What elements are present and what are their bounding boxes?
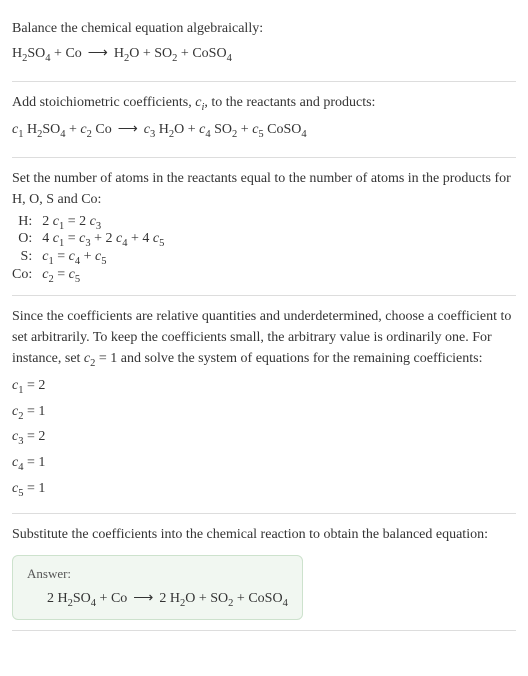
balance-row-h: H: 2 c1 = 2 c3 [12,214,164,232]
section-answer: Substitute the coefficients into the che… [12,514,516,631]
product-1: H2O [114,46,140,61]
answer-label: Answer: [27,566,288,582]
coef-c1: c1 = 2 [12,375,516,399]
atom-balance-title: Set the number of atoms in the reactants… [12,168,516,210]
section-solve: Since the coefficients are relative quan… [12,296,516,514]
problem-title: Balance the chemical equation algebraica… [12,18,516,39]
balance-row-s: S: c1 = c4 + c5 [12,249,164,267]
balanced-equation: 2 H2SO4 + Co⟶2 H2O + SO2 + CoSO4 [27,590,288,609]
coef-c5: c5 = 1 [12,478,516,502]
coef-c4: c4 = 1 [12,452,516,476]
reactant-2: Co [65,46,81,61]
coefficients-title: Add stoichiometric coefficients, ci, to … [12,92,516,116]
solve-title: Since the coefficients are relative quan… [12,306,516,372]
balance-row-co: Co: c2 = c5 [12,267,164,285]
section-atom-balance: Set the number of atoms in the reactants… [12,158,516,296]
answer-title: Substitute the coefficients into the che… [12,524,516,545]
reaction-arrow-icon: ⟶ [112,122,144,137]
reaction-arrow-icon: ⟶ [127,591,159,606]
product-3: CoSO4 [192,46,231,61]
coefficient-equation: c1 H2SO4 + c2 Co⟶c3 H2O + c4 SO2 + c5 Co… [12,119,516,143]
atom-balance-table: H: 2 c1 = 2 c3 O: 4 c1 = c3 + 2 c4 + 4 c… [12,214,164,285]
product-2: SO2 [154,46,177,61]
reaction-arrow-icon: ⟶ [82,46,114,61]
section-problem: Balance the chemical equation algebraica… [12,8,516,82]
section-coefficients: Add stoichiometric coefficients, ci, to … [12,82,516,158]
coef-c2: c2 = 1 [12,401,516,425]
reactant-1: H2SO4 [12,46,51,61]
balance-row-o: O: 4 c1 = c3 + 2 c4 + 4 c5 [12,231,164,249]
unbalanced-equation: H2SO4 + Co⟶H2O + SO2 + CoSO4 [12,43,516,67]
answer-box: Answer: 2 H2SO4 + Co⟶2 H2O + SO2 + CoSO4 [12,555,303,620]
coef-c3: c3 = 2 [12,426,516,450]
coefficient-solutions: c1 = 2 c2 = 1 c3 = 2 c4 = 1 c5 = 1 [12,375,516,501]
